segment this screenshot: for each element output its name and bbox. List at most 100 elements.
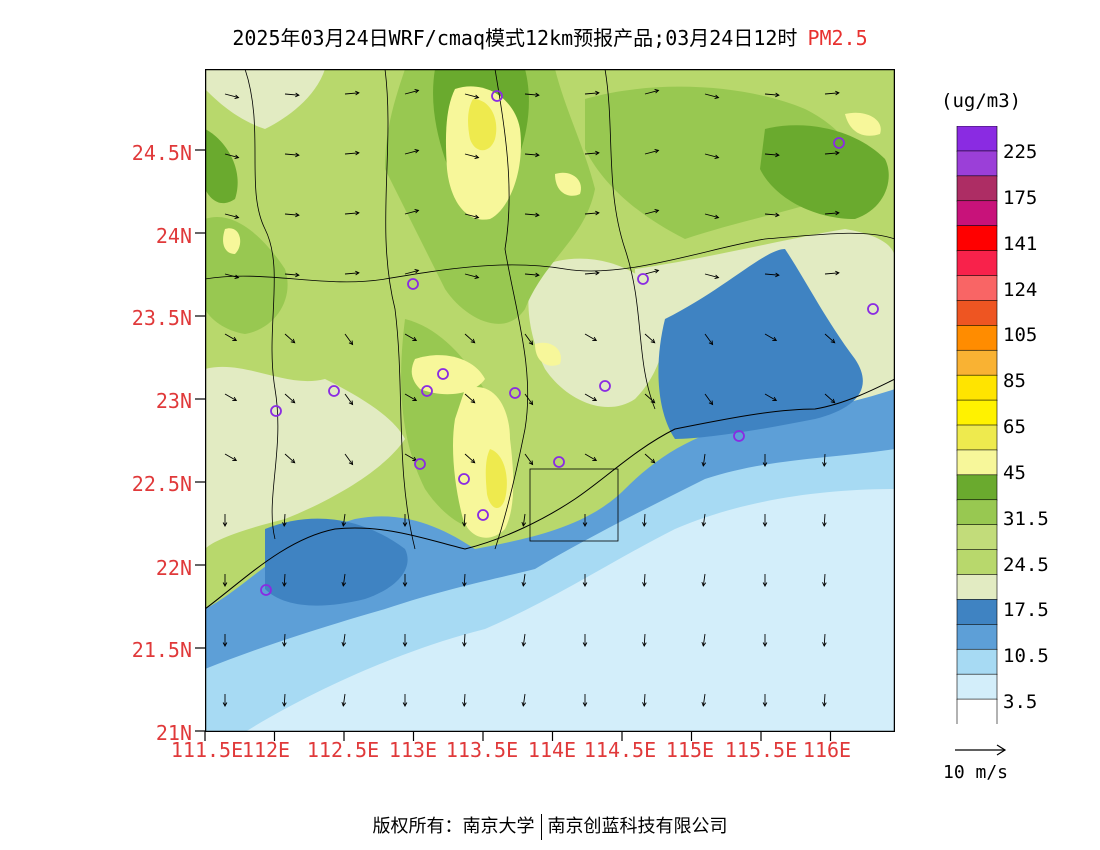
wind-vector-head xyxy=(762,642,768,647)
yellow-hotspot-small-2 xyxy=(555,172,581,196)
wind-vector-head xyxy=(535,212,540,218)
station-marker xyxy=(509,387,521,399)
wind-vector xyxy=(702,453,706,466)
wind-vector xyxy=(823,693,826,707)
wind-vector xyxy=(704,93,719,99)
wind-vector xyxy=(643,513,646,527)
wind-vector xyxy=(284,333,296,344)
station-marker xyxy=(637,273,649,285)
wind-vector-head xyxy=(474,154,480,160)
wind-vector-head xyxy=(654,148,660,154)
wind-vector xyxy=(824,272,839,275)
wind-vector xyxy=(764,213,779,216)
station-marker xyxy=(328,385,340,397)
wind-vector xyxy=(524,153,539,156)
title-main: 2025年03月24日WRF/cmaq模式12km预报产品;03月24日12时 xyxy=(232,26,798,50)
wind-vector xyxy=(524,93,539,96)
wind-vector-head xyxy=(762,462,768,467)
wind-vector-head xyxy=(222,582,228,587)
wind-vector xyxy=(704,333,713,345)
wind-vector xyxy=(404,269,419,275)
wind-vector-head xyxy=(341,701,347,707)
station-marker xyxy=(867,303,879,315)
wind-vector xyxy=(644,209,659,215)
yellow-hotspot-small-3 xyxy=(223,228,241,254)
wind-vector xyxy=(404,333,417,341)
wind-vector-head xyxy=(835,150,840,156)
wind-vector-head xyxy=(232,336,238,341)
green-belt-ne xyxy=(585,86,858,239)
wind-vector xyxy=(824,92,839,95)
wind-vector xyxy=(284,153,299,156)
wind-vector xyxy=(824,212,839,215)
legend-swatch xyxy=(956,325,998,352)
wind-vector xyxy=(344,212,359,215)
wind-vector xyxy=(284,393,296,404)
legend-swatch xyxy=(956,524,998,551)
station-marker xyxy=(833,137,845,149)
wind-vector xyxy=(344,272,359,275)
lon-label-111-5e: 111.5E xyxy=(170,738,244,762)
wind-vector-head xyxy=(642,582,647,587)
wind-vector-head xyxy=(414,148,420,154)
wind-vector xyxy=(643,693,646,707)
legend-swatch xyxy=(956,574,998,601)
wind-vector-head xyxy=(775,212,780,218)
wind-vector xyxy=(344,333,353,345)
legend-label-105: 105 xyxy=(1003,324,1038,346)
legend-label-65: 65 xyxy=(1003,416,1026,438)
wind-vector-head xyxy=(222,642,228,647)
wind-vector xyxy=(824,333,836,344)
legend-label-17-5: 17.5 xyxy=(1003,599,1049,621)
wind-vector-head xyxy=(772,396,778,401)
wind-vector xyxy=(522,633,526,646)
wind-vector-head xyxy=(650,398,656,404)
legend-swatch xyxy=(956,349,998,376)
wind-vector-head xyxy=(535,272,540,278)
station-marker xyxy=(733,430,745,442)
wind-vector-head xyxy=(282,702,287,707)
axis-ticks xyxy=(195,149,832,741)
wind-vector xyxy=(764,273,779,276)
wind-vector xyxy=(224,93,239,99)
wind-vector xyxy=(464,273,479,279)
wind-vector-head xyxy=(462,522,467,527)
legend-unit: (ug/m3) xyxy=(941,90,1022,112)
legend-swatch xyxy=(956,399,998,426)
wind-vector xyxy=(284,93,299,96)
wind-vector xyxy=(463,693,466,707)
wind-vector-head xyxy=(222,522,228,527)
wind-vector xyxy=(404,453,417,461)
lat-label-22n: 22N xyxy=(155,556,192,580)
light-zone-west xyxy=(205,366,405,549)
wind-vector xyxy=(224,213,239,219)
legend-swatch xyxy=(956,300,998,327)
wind-vector xyxy=(584,212,599,215)
station-marker xyxy=(260,584,272,596)
legend-swatch xyxy=(956,150,998,177)
wind-vector-head xyxy=(654,208,660,214)
wind-vector-head xyxy=(414,88,420,94)
wind-vector xyxy=(584,393,597,401)
wind-vector-head xyxy=(822,462,827,467)
wind-vector-head xyxy=(355,270,360,276)
legend-swatch xyxy=(956,126,998,152)
wind-vector-head xyxy=(762,582,768,587)
legend-swatch xyxy=(956,250,998,277)
lat-label-23n: 23N xyxy=(155,389,192,413)
coastline xyxy=(205,378,895,610)
lon-label-113-5e: 113.5E xyxy=(445,738,519,762)
wind-vector-head xyxy=(714,214,720,220)
legend-label-225: 225 xyxy=(1003,141,1038,163)
wind-vector xyxy=(404,209,419,215)
border-1 xyxy=(384,69,416,550)
wind-vector-head xyxy=(355,90,360,96)
wind-vector xyxy=(463,633,466,647)
wind-vector-head xyxy=(462,582,467,587)
wind-vector-head xyxy=(348,460,354,466)
wind-vector xyxy=(464,333,476,344)
wind-vector-head xyxy=(470,338,476,344)
footer-separator xyxy=(540,814,542,840)
wind-vector xyxy=(524,453,533,465)
legend-label-124: 124 xyxy=(1003,279,1038,301)
